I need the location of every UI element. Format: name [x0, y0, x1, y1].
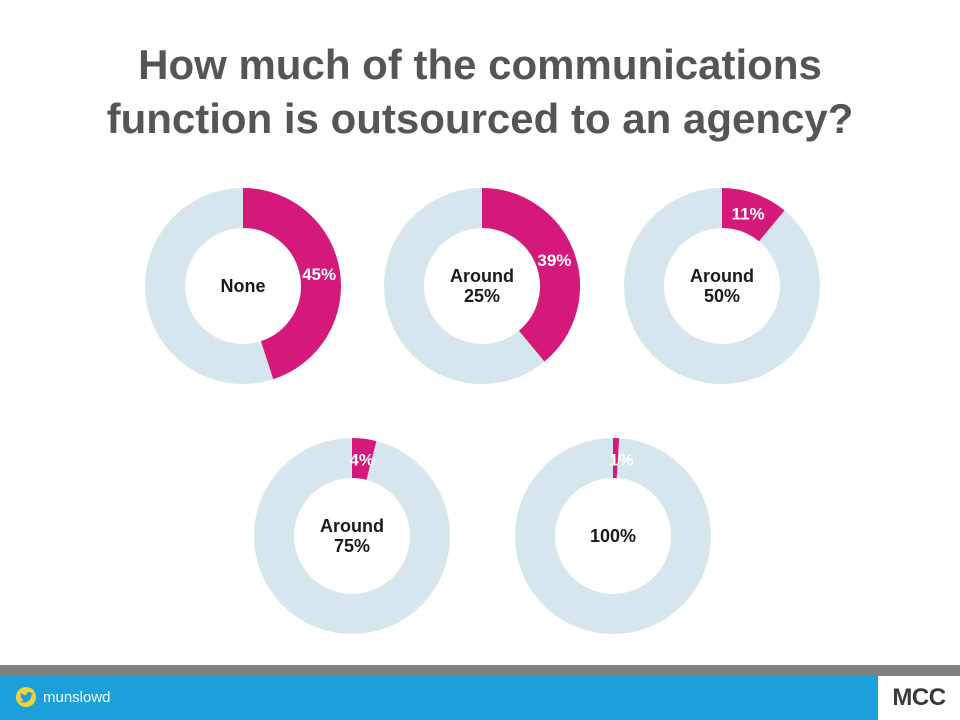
footer-rule	[0, 665, 960, 675]
logo-text: MCC	[892, 684, 946, 711]
donut-category-label: 75%	[334, 536, 370, 556]
donut-category-label: 50%	[704, 286, 740, 306]
twitter-handle-group[interactable]: munslowd	[16, 686, 111, 708]
donut-value-label: 4%	[349, 451, 374, 470]
footer-bar	[0, 675, 960, 720]
donut-category-label: Around	[690, 266, 754, 286]
donut-category-label: Around	[320, 516, 384, 536]
mcc-logo: MCC	[878, 676, 960, 720]
donut-value-label: 45%	[302, 265, 336, 284]
donut-value-label: 1%	[609, 451, 634, 470]
donut-chart: 45% None	[145, 188, 341, 384]
slide-title: How much of the communications function …	[0, 38, 960, 146]
donut-chart: 1% 100%	[515, 438, 711, 634]
donut-value-arc	[481, 188, 580, 362]
donut-value-label: 39%	[537, 251, 571, 270]
donut-value-arc	[721, 188, 785, 242]
donut-value-arc	[351, 438, 377, 480]
donut-value-label: 11%	[732, 205, 765, 224]
donut-value-arc	[242, 188, 341, 380]
title-line-1: How much of the communications	[138, 41, 822, 88]
donut-charts: 45%None39%Around25%11%Around50%4%Around7…	[145, 188, 820, 634]
donut-category-label: Around	[450, 266, 514, 286]
title-line-2: function is outsourced to an agency?	[106, 95, 854, 142]
twitter-bird-icon	[16, 687, 36, 707]
donut-category-label: 100%	[590, 526, 636, 546]
twitter-handle-text[interactable]: munslowd	[43, 688, 111, 706]
donut-category-label: 25%	[464, 286, 500, 306]
donut-category-label: None	[221, 276, 266, 296]
